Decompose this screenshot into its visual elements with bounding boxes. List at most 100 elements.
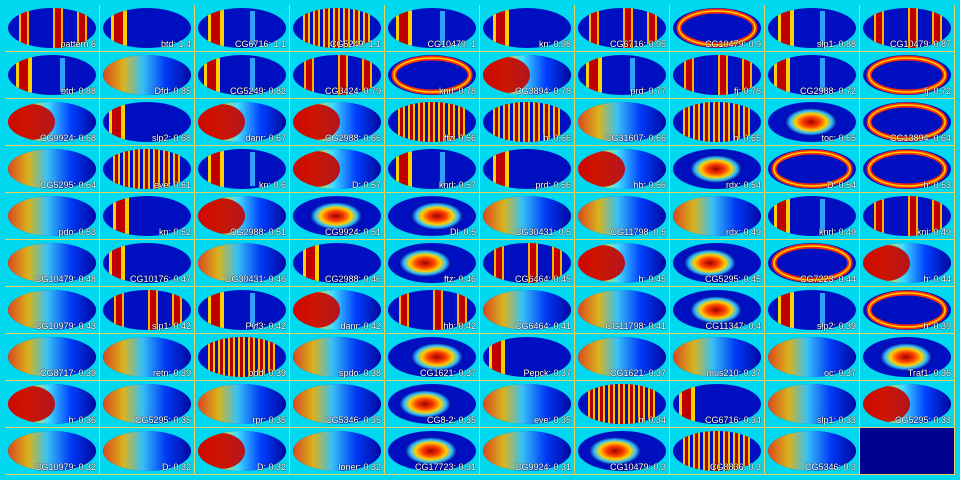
embryo-panel: CG13894: 0.64 (860, 99, 955, 146)
embryo-expression-image (863, 243, 951, 283)
panel-label: prd: 0.56 (535, 180, 571, 190)
embryo-expression-image (103, 55, 191, 95)
expression-pattern (113, 149, 180, 189)
expression-pattern (293, 431, 381, 471)
panel-label: rdx: 0.54 (725, 180, 761, 190)
embryo-expression-image (673, 55, 761, 95)
embryo-expression-image (863, 290, 951, 330)
embryo-panel: rdx: 0.49 (670, 193, 765, 240)
embryo-panel-grid: pattern 6 btd: 1.4 CG6716: 1.1 CG5249: 1.1 C… (5, 5, 955, 475)
embryo-expression-image (103, 243, 191, 283)
embryo-panel: CG2988: 0.66 (290, 99, 385, 146)
expression-pattern (679, 384, 695, 424)
expression-pattern (493, 149, 509, 189)
panel-label: CG10479: 0.48 (34, 274, 96, 284)
panel-label: oc: 0.37 (823, 368, 856, 378)
embryo-panel: btd: 1.4 (100, 5, 195, 52)
panel-label: CG5295: 0.35 (134, 415, 191, 425)
panel-label: CG9924: 0.51 (324, 227, 381, 237)
panel-label: CG2988: 0.66 (324, 133, 381, 143)
panel-label: Dl: 0.5 (449, 227, 476, 237)
panel-label: CG13894: 0.64 (889, 133, 951, 143)
panel-label: Pvf3: 0.42 (245, 321, 286, 331)
embryo-expression-image (198, 243, 286, 283)
embryo-panel: CG6716: 0.95 (575, 5, 670, 52)
expression-pattern (114, 290, 182, 330)
embryo-expression-image (863, 384, 951, 424)
expression-pattern (768, 337, 856, 377)
embryo-expression-image (8, 196, 96, 236)
panel-label: spdo: 0.38 (338, 368, 381, 378)
expression-pattern (768, 431, 856, 471)
embryo-panel: CG9924: 0.68 (5, 99, 100, 146)
panel-label: CG10479: 0.9 (704, 39, 761, 49)
embryo-expression-image (103, 384, 191, 424)
expression-pattern (589, 8, 657, 48)
panel-label: h: 0.44 (923, 274, 951, 284)
embryo-panel: danr: 0.42 (290, 287, 385, 334)
panel-label: loner: 0.32 (338, 462, 381, 472)
panel-label: CG5295: 0.64 (39, 180, 96, 190)
embryo-expression-image (293, 8, 381, 48)
embryo-panel: D: 0.54 (765, 146, 860, 193)
embryo-expression-image (8, 243, 96, 283)
expression-pattern (866, 55, 948, 95)
embryo-panel: knrl: 0.78 (385, 52, 480, 99)
panel-label: h: 0.53 (923, 180, 951, 190)
embryo-expression-image (8, 384, 96, 424)
embryo-panel: Pepck: 0.37 (480, 334, 575, 381)
embryo-panel: fj: 0.76 (670, 52, 765, 99)
panel-label: CG6716: 0.34 (704, 415, 761, 425)
panel-label: h: 0.66 (543, 133, 571, 143)
embryo-panel: CG5295: 0.64 (5, 146, 100, 193)
embryo-panel: Pvf3: 0.42 (195, 287, 290, 334)
panel-label: fj: 0.76 (733, 86, 761, 96)
embryo-expression-image (673, 196, 761, 236)
embryo-expression-image (103, 196, 191, 236)
panel-label: CG7223: 0.44 (799, 274, 856, 284)
embryo-expression-image (768, 196, 856, 236)
embryo-panel: oc: 0.37 (765, 334, 860, 381)
embryo-panel: CG1621: 0.37 (575, 334, 670, 381)
embryo-panel: eve: 0.35 (480, 381, 575, 428)
expression-pattern (676, 8, 758, 48)
panel-label: mus210: 0.37 (706, 368, 761, 378)
expression-pattern (198, 243, 286, 283)
expression-pattern (8, 243, 96, 283)
panel-label: CG5295: 0.45 (704, 274, 761, 284)
panel-label: CG6716: 1.1 (234, 39, 286, 49)
embryo-expression-image (198, 337, 286, 377)
panel-label: CG6464: 0.41 (514, 321, 571, 331)
expression-pattern (109, 102, 125, 142)
expression-pattern (411, 202, 463, 230)
embryo-expression-image (578, 55, 666, 95)
expression-pattern (578, 337, 666, 377)
embryo-panel: CG6464: 0.45 (480, 240, 575, 287)
expression-pattern (198, 384, 286, 424)
panel-label: CG10479: 0.87 (889, 39, 951, 49)
expression-pattern (208, 149, 255, 189)
expression-pattern (880, 343, 932, 371)
embryo-expression-image (103, 102, 191, 142)
embryo-panel: prd: 0.56 (480, 146, 575, 193)
expression-pattern (19, 8, 87, 48)
panel-label: odd: 0.39 (248, 368, 286, 378)
panel-label: eve: 0.35 (533, 415, 571, 425)
embryo-expression-image (198, 290, 286, 330)
embryo-expression-image (768, 55, 856, 95)
embryo-expression-image (198, 149, 286, 189)
embryo-panel: slp1: 0.88 (765, 5, 860, 52)
embryo-panel: fj: 0.72 (860, 52, 955, 99)
panel-label: CG2988: 0.46 (324, 274, 381, 284)
expression-pattern (198, 196, 286, 236)
expression-pattern (768, 384, 856, 424)
expression-pattern (866, 102, 948, 142)
panel-label: kn: 0.98 (538, 39, 571, 49)
embryo-panel: CG5249: 0.82 (195, 52, 290, 99)
panel-label: Traf1: 0.36 (907, 368, 951, 378)
embryo-expression-image (388, 431, 476, 471)
embryo-panel: CG2988: 0.51 (195, 193, 290, 240)
embryo-panel: rdx: 0.54 (670, 146, 765, 193)
panel-label: CG8-2: 0.35 (426, 415, 476, 425)
panel-label: h: 0.34 (638, 415, 666, 425)
